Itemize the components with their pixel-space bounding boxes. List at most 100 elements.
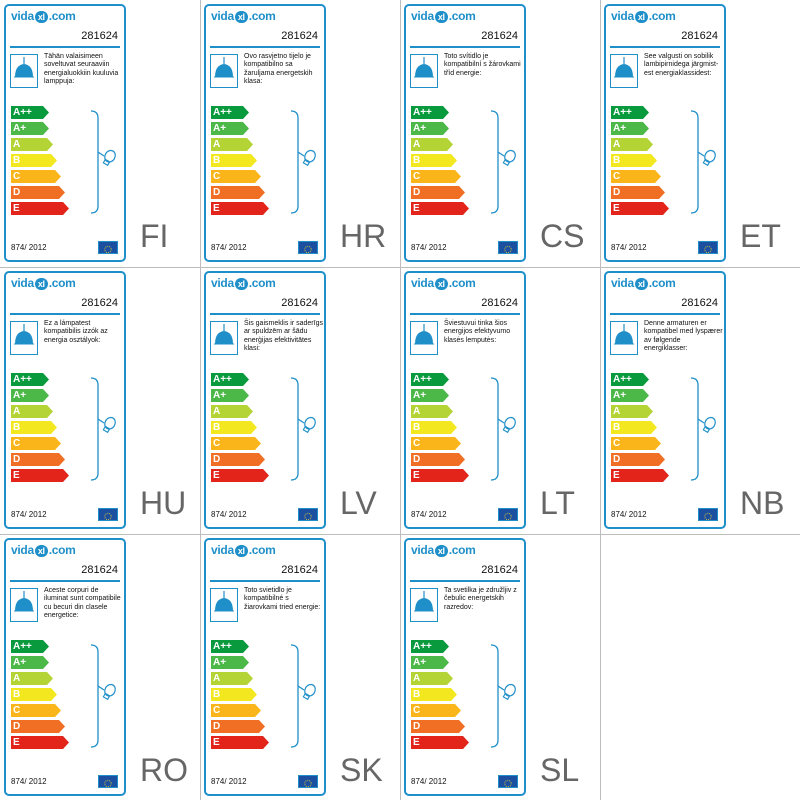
energy-class-label: A+ bbox=[13, 123, 27, 134]
brand-mark: xl bbox=[434, 545, 448, 557]
light-bulb-icon bbox=[98, 149, 116, 167]
energy-class-arrow bbox=[611, 202, 669, 215]
product-code: 281624 bbox=[681, 297, 718, 309]
energy-class-arrow bbox=[211, 720, 265, 733]
energy-class-label: A bbox=[613, 139, 621, 150]
compatibility-text: Toto svietidlo je kompatibilné s žiarovk… bbox=[244, 587, 321, 611]
energy-class-label: D bbox=[13, 454, 21, 465]
eu-flag-icon bbox=[698, 241, 718, 254]
energy-class-label: A bbox=[413, 139, 421, 150]
compatibility-text: Šis gaismeklis ir saderīgs ar spuldzēm a… bbox=[244, 320, 323, 352]
energy-label-cell: vida xl .com 281624 See valgusti on sobili… bbox=[600, 0, 800, 267]
light-bulb-icon bbox=[498, 416, 516, 434]
energy-class-arrow bbox=[411, 186, 465, 199]
energy-class-arrow bbox=[211, 736, 269, 749]
energy-class-arrow bbox=[411, 154, 457, 167]
energy-class-arrow bbox=[411, 373, 449, 386]
energy-class-arrow bbox=[11, 640, 49, 653]
brand-prefix: vida bbox=[11, 9, 34, 23]
energy-class-label: E bbox=[413, 203, 420, 214]
brand-logo: vida xl .com bbox=[11, 543, 76, 557]
brand-logo: vida xl .com bbox=[411, 543, 476, 557]
energy-class-arrow bbox=[11, 122, 49, 135]
brand-mark: xl bbox=[34, 545, 48, 557]
regulation-number: 874/ 2012 bbox=[411, 510, 447, 519]
energy-class-arrow bbox=[411, 122, 449, 135]
language-code: LV bbox=[340, 485, 377, 521]
energy-class-arrow bbox=[11, 720, 65, 733]
energy-class-label: B bbox=[13, 422, 21, 433]
energy-class-label: A++ bbox=[213, 374, 232, 385]
pendant-lamp-icon bbox=[10, 54, 38, 88]
pendant-lamp-icon bbox=[210, 588, 238, 622]
energy-class-arrow bbox=[411, 138, 453, 151]
energy-label-card: vida xl .com 281624 Denne armaturen er kom… bbox=[604, 271, 726, 529]
energy-class-arrow bbox=[411, 437, 461, 450]
brand-mark: xl bbox=[234, 278, 248, 290]
product-code: 281624 bbox=[81, 297, 118, 309]
header-rule bbox=[10, 46, 120, 48]
energy-class-arrow bbox=[211, 656, 249, 669]
energy-class-label: E bbox=[213, 203, 220, 214]
eu-flag-icon bbox=[498, 241, 518, 254]
language-code: NB bbox=[740, 485, 785, 521]
energy-class-label: A++ bbox=[413, 374, 432, 385]
energy-class-label: A bbox=[213, 406, 221, 417]
energy-class-arrow bbox=[211, 373, 249, 386]
energy-class-label: B bbox=[413, 689, 421, 700]
energy-class-arrow bbox=[11, 138, 53, 151]
brand-prefix: vida bbox=[11, 276, 34, 290]
header-rule bbox=[410, 580, 520, 582]
energy-class-label: A+ bbox=[213, 657, 227, 668]
energy-class-arrow bbox=[611, 106, 649, 119]
regulation-number: 874/ 2012 bbox=[211, 777, 247, 786]
brand-prefix: vida bbox=[211, 276, 234, 290]
energy-label-cell: vida xl .com 281624 Šviestuvui tinka šios … bbox=[400, 267, 600, 534]
energy-class-label: A bbox=[13, 139, 21, 150]
energy-class-label: A bbox=[413, 406, 421, 417]
energy-class-label: D bbox=[13, 187, 21, 198]
compatibility-text: Ez a lámpatest kompatibilis izzók az ene… bbox=[44, 320, 108, 344]
light-bulb-icon bbox=[698, 416, 716, 434]
brand-logo: vida xl .com bbox=[611, 9, 676, 23]
energy-class-arrow bbox=[11, 405, 53, 418]
eu-flag-icon bbox=[298, 775, 318, 788]
compatibility-text: Aceste corpuri de iluminat sunt compatib… bbox=[44, 587, 121, 619]
energy-class-arrow bbox=[611, 373, 649, 386]
pendant-lamp-icon bbox=[610, 321, 638, 355]
energy-class-label: E bbox=[213, 470, 220, 481]
energy-class-label: C bbox=[613, 171, 621, 182]
brand-prefix: vida bbox=[11, 543, 34, 557]
energy-label-cell: vida xl .com 281624 Ta svetilka je združlj… bbox=[400, 534, 600, 801]
energy-label-card: vida xl .com 281624 See valgusti on sobili… bbox=[604, 4, 726, 262]
energy-class-label: A bbox=[213, 673, 221, 684]
regulation-number: 874/ 2012 bbox=[11, 510, 47, 519]
energy-class-arrow bbox=[411, 421, 457, 434]
energy-class-arrow bbox=[411, 736, 469, 749]
energy-label-card: vida xl .com 281624 Ta svetilka je združlj… bbox=[404, 538, 526, 796]
header-rule bbox=[210, 313, 320, 315]
energy-class-label: A+ bbox=[413, 657, 427, 668]
energy-class-label: C bbox=[13, 171, 21, 182]
energy-class-label: A+ bbox=[413, 123, 427, 134]
eu-flag-icon bbox=[98, 508, 118, 521]
energy-class-arrow bbox=[611, 186, 665, 199]
energy-class-arrow bbox=[11, 437, 61, 450]
light-bulb-icon bbox=[298, 416, 316, 434]
pendant-lamp-icon bbox=[410, 588, 438, 622]
energy-class-label: B bbox=[613, 422, 621, 433]
brand-suffix: .com bbox=[248, 9, 276, 23]
energy-class-label: A bbox=[13, 673, 21, 684]
energy-class-label: A+ bbox=[413, 390, 427, 401]
brand-mark: xl bbox=[34, 11, 48, 23]
language-code: SK bbox=[340, 752, 383, 788]
energy-class-arrow bbox=[211, 106, 249, 119]
class-range-bracket bbox=[91, 644, 99, 748]
light-bulb-icon bbox=[498, 149, 516, 167]
energy-class-label: E bbox=[13, 203, 20, 214]
brand-prefix: vida bbox=[411, 276, 434, 290]
energy-class-label: A+ bbox=[13, 390, 27, 401]
brand-logo: vida xl .com bbox=[411, 276, 476, 290]
product-code: 281624 bbox=[481, 297, 518, 309]
energy-class-arrow bbox=[611, 469, 669, 482]
